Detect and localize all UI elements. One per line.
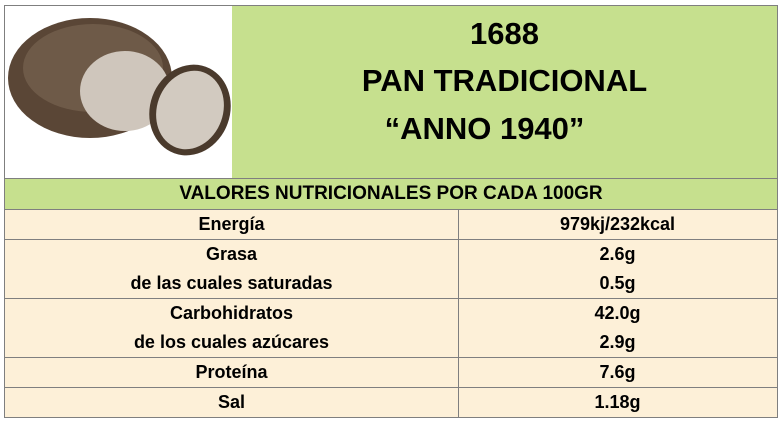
loaf-cut	[80, 51, 170, 131]
table-row: Carbohidratos de los cuales azúcares 42.0g…	[5, 299, 777, 358]
product-code: 1688	[470, 16, 539, 51]
table-cell: Carbohidratos de los cuales azúcares	[5, 299, 459, 357]
table-row: Proteína 7.6g	[5, 358, 777, 388]
table-cell: Sal	[5, 388, 459, 417]
product-name: PAN TRADICIONAL	[361, 63, 648, 98]
table-cell: 42.0g 2.9g	[458, 299, 777, 357]
nutrient-label: Grasa	[205, 244, 258, 264]
nutrient-value: 0.5g	[599, 273, 636, 293]
nutrient-value: 979kj/232kcal	[559, 214, 676, 234]
nutrient-value: 2.6g	[599, 244, 636, 264]
table-cell: Proteína	[5, 358, 459, 387]
table-cell: 979kj/232kcal	[458, 210, 777, 239]
table-row: Sal 1.18g	[5, 388, 777, 418]
table-cell: Energía	[5, 210, 459, 239]
table-cell: Grasa de las cuales saturadas	[5, 240, 459, 298]
table-cell: 7.6g	[458, 358, 777, 387]
product-subtitle: “ANNO 1940”	[384, 111, 585, 146]
nutrient-value: 42.0g	[594, 303, 641, 323]
nutrient-label: Carbohidratos	[169, 303, 293, 323]
table-heading: VALORES NUTRICIONALES POR CADA 100GR	[5, 178, 777, 210]
title-panel: 1688 PAN TRADICIONAL “ANNO 1940”	[232, 6, 777, 178]
nutrient-label: de las cuales saturadas	[130, 273, 333, 293]
nutrient-value: 2.9g	[599, 332, 636, 352]
nutrient-label: Sal	[217, 392, 246, 412]
nutrient-label: Energía	[198, 214, 265, 234]
nutrient-label: Proteína	[195, 362, 268, 382]
slice	[156, 70, 224, 150]
nutrient-value: 7.6g	[599, 362, 636, 382]
nutrient-value: 1.18g	[594, 392, 641, 412]
table-row: Grasa de las cuales saturadas 2.6g 0.5g	[5, 240, 777, 299]
nutrient-label: de los cuales azúcares	[133, 332, 330, 352]
bread-image	[5, 6, 232, 178]
table-cell: 2.6g 0.5g	[458, 240, 777, 298]
table-cell: 1.18g	[458, 388, 777, 417]
bread-drawing	[8, 18, 231, 156]
table-row: Energía 979kj/232kcal	[5, 210, 777, 240]
